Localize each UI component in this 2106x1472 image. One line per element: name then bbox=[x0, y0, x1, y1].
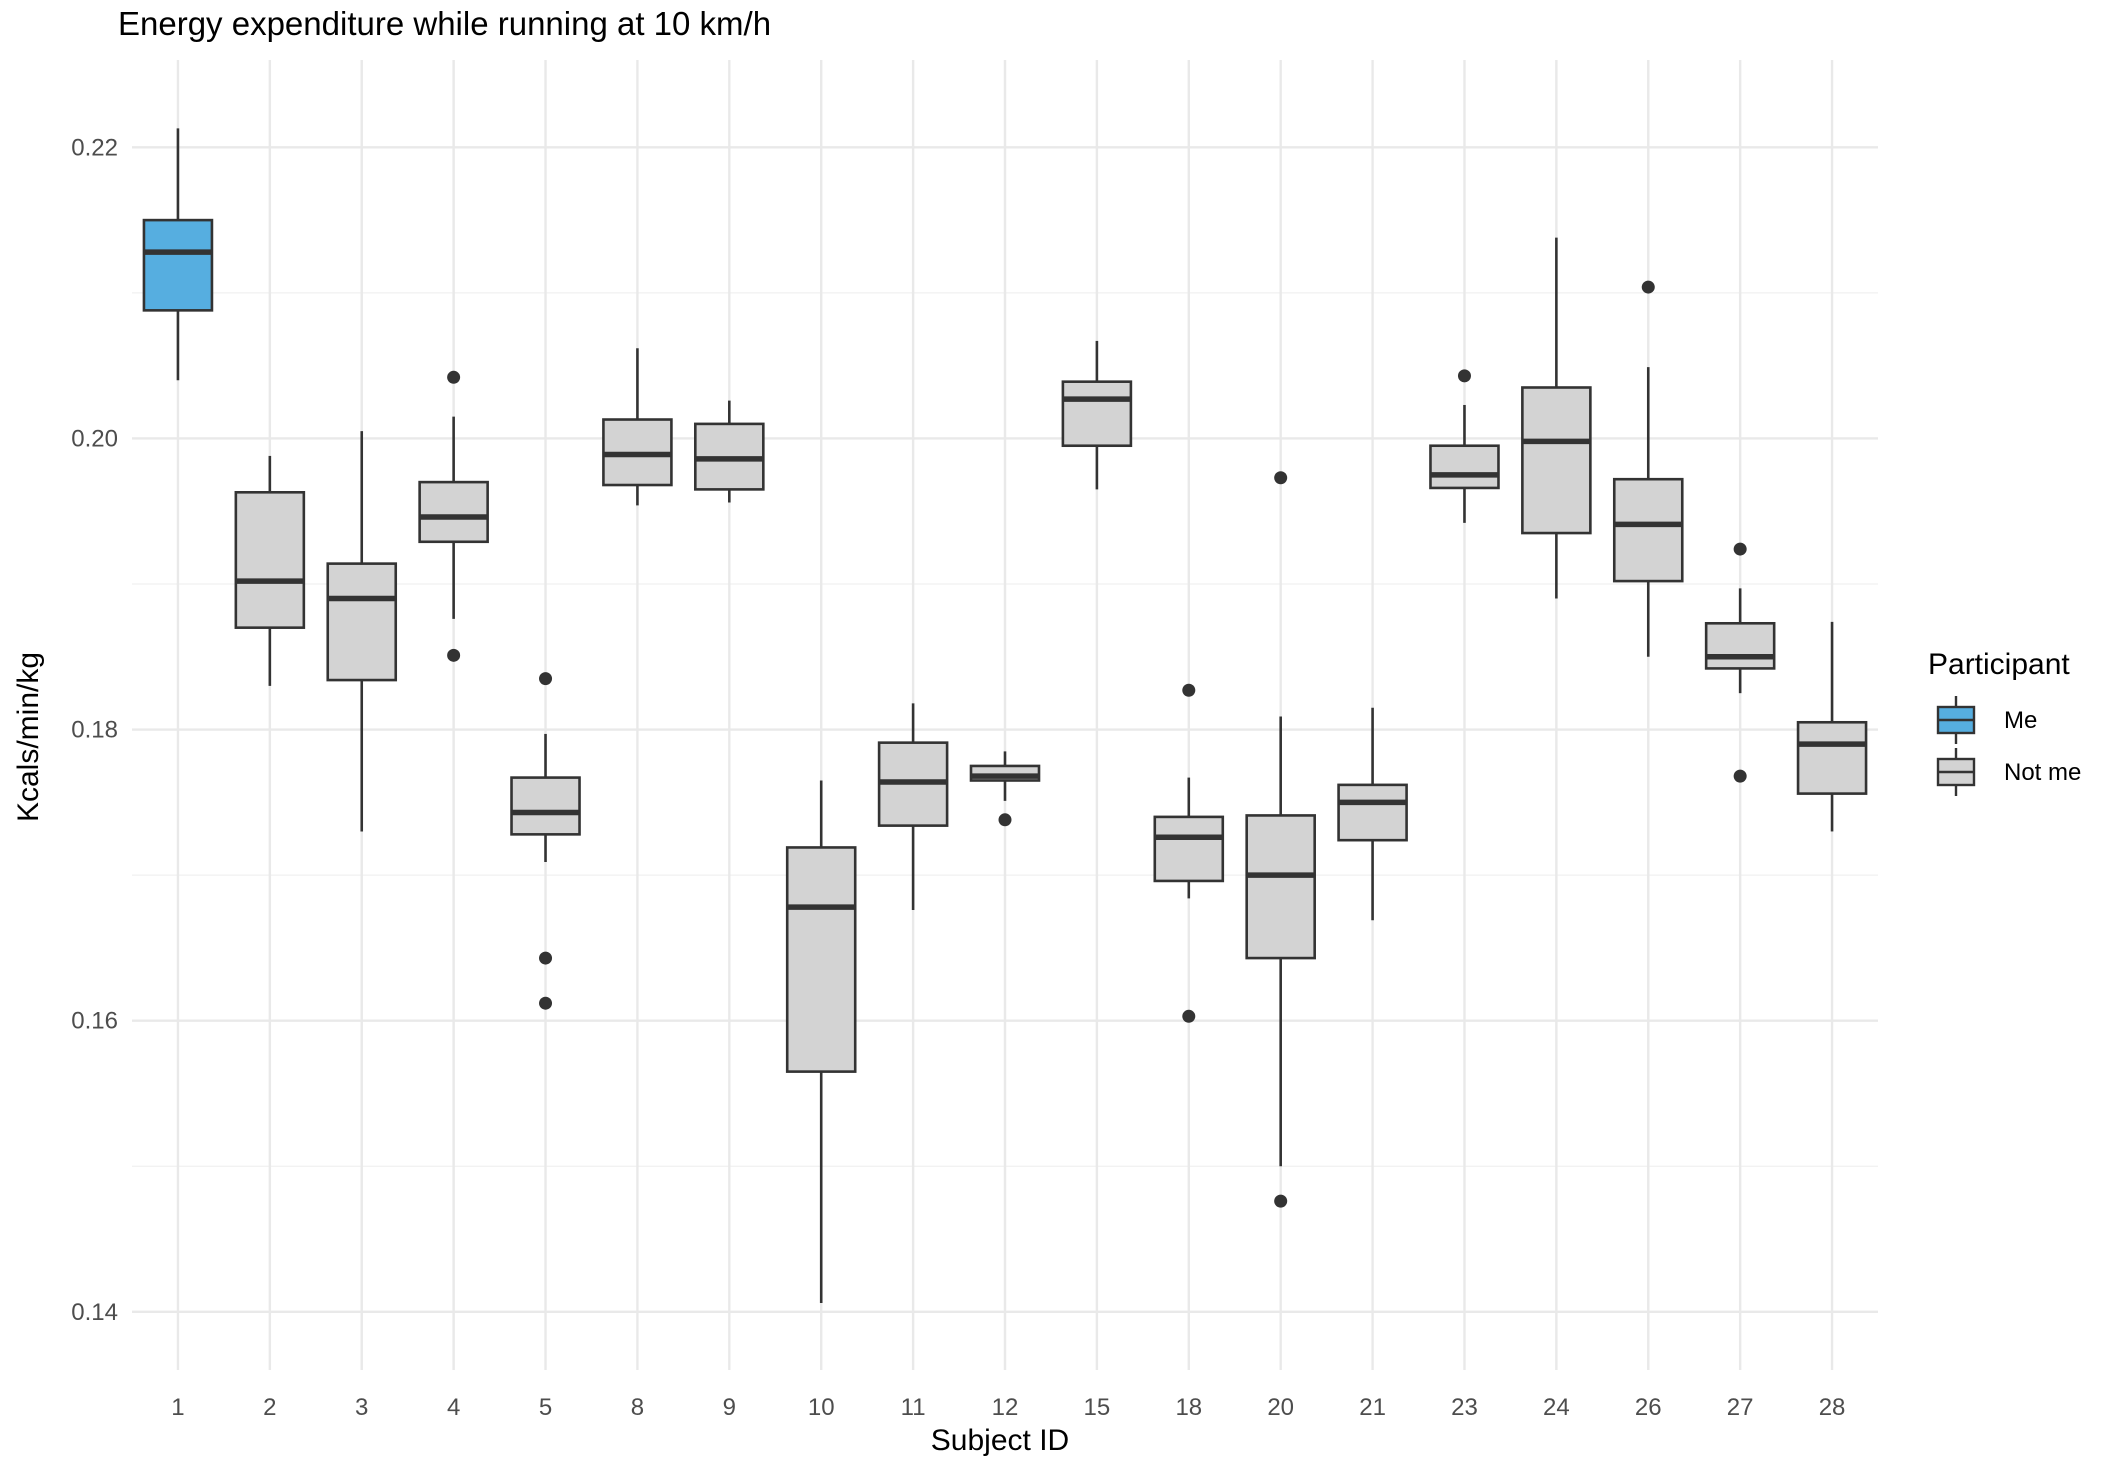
x-tick-label: 2 bbox=[263, 1394, 276, 1421]
box-iqr bbox=[1521, 386, 1592, 535]
y-tick-label: 0.14 bbox=[71, 1299, 118, 1326]
outlier-point bbox=[539, 996, 553, 1010]
legend-item-not-me: Not me bbox=[1936, 748, 2081, 796]
x-tick-label: 15 bbox=[1084, 1394, 1111, 1421]
box-subject-1 bbox=[142, 128, 214, 381]
box-iqr bbox=[1612, 477, 1684, 583]
box-subject-20 bbox=[1245, 471, 1316, 1208]
box-iqr bbox=[234, 490, 306, 629]
legend: Participant Me Not me bbox=[1928, 648, 2081, 796]
chart-title: Energy expenditure while running at 10 k… bbox=[118, 5, 771, 42]
box-iqr bbox=[1337, 783, 1408, 842]
x-tick-label: 3 bbox=[355, 1394, 368, 1421]
grid bbox=[132, 60, 1878, 1370]
box-iqr bbox=[1796, 720, 1868, 795]
y-tick-label: 0.18 bbox=[71, 717, 118, 744]
box-iqr bbox=[785, 846, 857, 1073]
x-tick-label: 11 bbox=[901, 1394, 926, 1421]
box-subject-11 bbox=[877, 703, 949, 911]
y-tick-label: 0.20 bbox=[71, 425, 118, 452]
x-axis-title: Subject ID bbox=[931, 1424, 1069, 1457]
box-iqr bbox=[142, 218, 214, 312]
y-tick-label: 0.22 bbox=[71, 134, 118, 161]
x-tick-label: 1 bbox=[171, 1394, 184, 1421]
outlier-point bbox=[1182, 683, 1196, 697]
x-tick-label: 27 bbox=[1727, 1394, 1754, 1421]
outlier-point bbox=[1733, 769, 1747, 783]
box-iqr bbox=[1245, 814, 1316, 960]
x-tick-label: 23 bbox=[1451, 1394, 1478, 1421]
outlier-point bbox=[539, 951, 553, 965]
box-iqr bbox=[1153, 815, 1225, 883]
outlier-point bbox=[1641, 280, 1655, 294]
x-tick-label: 24 bbox=[1543, 1394, 1570, 1421]
outlier-point bbox=[1274, 471, 1288, 485]
x-tick-label: 10 bbox=[808, 1394, 835, 1421]
box-subject-5 bbox=[510, 672, 581, 1010]
x-tick-label: 21 bbox=[1359, 1394, 1386, 1421]
legend-label: Not me bbox=[2004, 759, 2081, 786]
x-tick-label: 18 bbox=[1175, 1394, 1202, 1421]
box-subject-23 bbox=[1429, 369, 1500, 523]
legend-label: Me bbox=[2004, 707, 2037, 734]
x-tick-label: 28 bbox=[1819, 1394, 1846, 1421]
box-subject-15 bbox=[1061, 340, 1133, 490]
x-axis-ticks: 1 2 3 4 5 8 9 10 11 12 15 18 20 21 23 24 26 27 28 bbox=[171, 1394, 1845, 1421]
box-subject-24 bbox=[1521, 237, 1592, 599]
box-subject-27 bbox=[1704, 542, 1776, 783]
box-iqr bbox=[1061, 380, 1133, 448]
outlier-point bbox=[1182, 1009, 1196, 1023]
outlier-point bbox=[447, 370, 461, 384]
legend-item-me: Me bbox=[1936, 696, 2037, 744]
boxes bbox=[142, 128, 1868, 1304]
box-subject-9 bbox=[694, 400, 765, 503]
box-subject-4 bbox=[418, 370, 489, 662]
box-subject-21 bbox=[1337, 707, 1408, 921]
outlier-point bbox=[447, 648, 461, 662]
y-axis-title: Kcals/min/kg bbox=[12, 652, 45, 822]
box-subject-12 bbox=[969, 751, 1041, 827]
box-subject-10 bbox=[785, 780, 857, 1304]
outlier-point bbox=[998, 813, 1012, 827]
x-tick-label: 12 bbox=[992, 1394, 1019, 1421]
box-subject-26 bbox=[1612, 280, 1684, 657]
box-subject-3 bbox=[326, 431, 398, 832]
legend-title: Participant bbox=[1928, 648, 2070, 681]
box-iqr bbox=[418, 480, 489, 544]
outlier-point bbox=[1457, 369, 1471, 383]
y-axis-ticks: 0.14 0.16 0.18 0.20 0.22 bbox=[71, 134, 118, 1325]
outlier-point bbox=[1733, 542, 1747, 556]
outlier-point bbox=[1274, 1194, 1288, 1208]
box-iqr bbox=[1429, 444, 1500, 490]
box-subject-18 bbox=[1153, 683, 1225, 1023]
box-iqr bbox=[510, 776, 581, 836]
box-subject-2 bbox=[234, 455, 306, 686]
x-tick-label: 8 bbox=[631, 1394, 644, 1421]
x-tick-label: 20 bbox=[1267, 1394, 1294, 1421]
box-subject-28 bbox=[1796, 621, 1868, 832]
box-iqr bbox=[326, 562, 398, 682]
y-tick-label: 0.16 bbox=[71, 1008, 118, 1035]
x-tick-label: 5 bbox=[539, 1394, 552, 1421]
x-tick-label: 26 bbox=[1635, 1394, 1662, 1421]
box-iqr bbox=[1704, 621, 1776, 670]
x-tick-label: 9 bbox=[723, 1394, 736, 1421]
x-tick-label: 4 bbox=[447, 1394, 460, 1421]
box-subject-8 bbox=[602, 348, 673, 506]
outlier-point bbox=[539, 672, 553, 686]
